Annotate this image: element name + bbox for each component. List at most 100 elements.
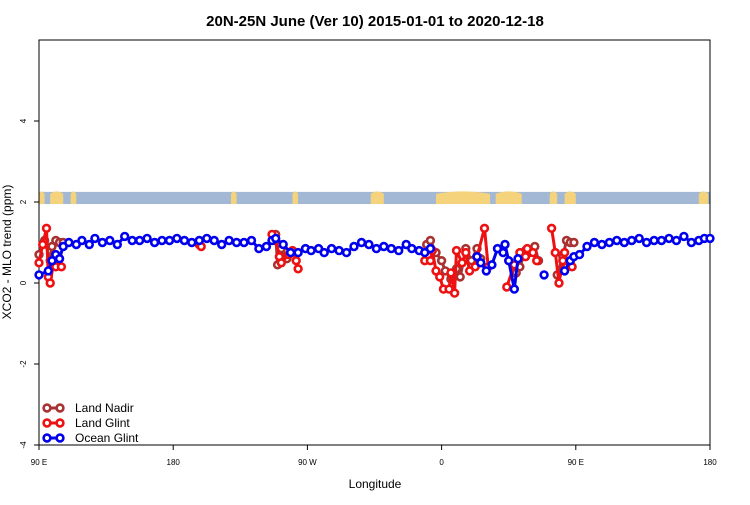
legend-label: Ocean Glint bbox=[75, 431, 139, 445]
land-mass bbox=[436, 191, 491, 205]
data-point bbox=[604, 237, 615, 248]
data-point bbox=[356, 237, 367, 248]
data-point bbox=[254, 243, 264, 254]
data-point bbox=[528, 247, 538, 258]
data-point bbox=[43, 266, 53, 276]
data-point bbox=[54, 254, 65, 264]
legend-marker bbox=[42, 403, 52, 413]
data-point bbox=[217, 239, 227, 250]
data-point bbox=[34, 258, 44, 268]
data-point bbox=[341, 247, 352, 258]
data-point bbox=[425, 256, 436, 266]
data-point bbox=[425, 235, 436, 246]
data-point bbox=[84, 239, 95, 250]
data-point bbox=[45, 278, 55, 288]
data-point bbox=[476, 258, 486, 268]
data-point bbox=[209, 235, 219, 246]
data-point bbox=[371, 243, 382, 254]
series-ocean-glint bbox=[34, 231, 715, 294]
data-point bbox=[278, 239, 288, 250]
data-point bbox=[498, 247, 508, 258]
chart-title: 20N-25N June (Ver 10) 2015-01-01 to 2020… bbox=[206, 13, 544, 30]
data-point bbox=[686, 237, 697, 248]
data-point bbox=[619, 237, 629, 248]
data-point bbox=[449, 288, 460, 298]
data-point bbox=[41, 223, 52, 234]
data-point bbox=[664, 233, 674, 244]
data-point bbox=[425, 243, 436, 254]
data-point bbox=[306, 245, 316, 256]
data-point bbox=[531, 256, 542, 266]
data-point bbox=[504, 256, 514, 266]
data-point bbox=[134, 235, 145, 246]
legend-marker bbox=[55, 433, 65, 443]
data-point bbox=[461, 247, 471, 258]
data-point bbox=[224, 235, 234, 246]
land-mass bbox=[230, 191, 237, 205]
y-tick-label: 2 bbox=[19, 199, 28, 204]
land-mass bbox=[70, 191, 77, 205]
legend-marker bbox=[55, 418, 65, 428]
data-point bbox=[349, 241, 359, 252]
data-point bbox=[202, 233, 212, 244]
data-point bbox=[656, 235, 667, 246]
land-mass bbox=[292, 191, 299, 205]
data-point bbox=[554, 278, 564, 288]
data-point bbox=[112, 239, 123, 250]
data-point bbox=[455, 272, 465, 282]
data-point bbox=[520, 252, 531, 262]
data-point bbox=[127, 235, 137, 246]
data-point bbox=[386, 243, 396, 254]
x-tick-label: 0 bbox=[439, 458, 444, 467]
x-tick-label: 90 E bbox=[31, 458, 47, 467]
data-point bbox=[582, 241, 592, 252]
data-point bbox=[509, 284, 519, 294]
data-point bbox=[435, 272, 445, 282]
y-tick-label: -4 bbox=[19, 441, 28, 449]
data-point bbox=[559, 247, 570, 258]
data-point bbox=[187, 237, 197, 248]
data-point bbox=[500, 239, 510, 250]
data-point bbox=[293, 247, 303, 258]
data-point bbox=[239, 237, 249, 248]
data-point bbox=[77, 235, 87, 246]
data-point bbox=[119, 231, 130, 242]
legend-marker bbox=[42, 418, 52, 428]
data-point bbox=[597, 239, 607, 250]
data-point bbox=[550, 247, 560, 258]
data-point bbox=[539, 270, 549, 280]
data-point bbox=[334, 245, 344, 256]
data-point bbox=[394, 245, 404, 256]
world-map-band bbox=[39, 191, 710, 205]
legend-item: Ocean Glint bbox=[42, 431, 139, 445]
data-point bbox=[589, 237, 600, 248]
data-point bbox=[513, 254, 523, 264]
data-point bbox=[276, 258, 286, 268]
data-point bbox=[194, 235, 205, 246]
land-mass bbox=[564, 191, 576, 205]
x-tick-label: 180 bbox=[167, 458, 181, 467]
data-point bbox=[105, 235, 115, 246]
data-point bbox=[271, 233, 281, 244]
land-mass bbox=[495, 191, 522, 205]
legend-marker bbox=[55, 403, 65, 413]
legend-item: Land Glint bbox=[42, 416, 130, 430]
data-point bbox=[569, 237, 579, 248]
data-point bbox=[172, 233, 182, 244]
data-point bbox=[261, 241, 272, 252]
data-point bbox=[364, 239, 374, 250]
data-point bbox=[457, 258, 467, 268]
x-tick-label: 90 E bbox=[568, 458, 584, 467]
data-point bbox=[546, 223, 557, 234]
data-point bbox=[319, 247, 329, 258]
data-point bbox=[641, 237, 652, 248]
data-point bbox=[149, 237, 160, 248]
data-point bbox=[326, 243, 337, 254]
data-point bbox=[574, 249, 585, 260]
data-point bbox=[705, 233, 715, 244]
data-point bbox=[407, 243, 417, 254]
data-point bbox=[291, 256, 301, 266]
